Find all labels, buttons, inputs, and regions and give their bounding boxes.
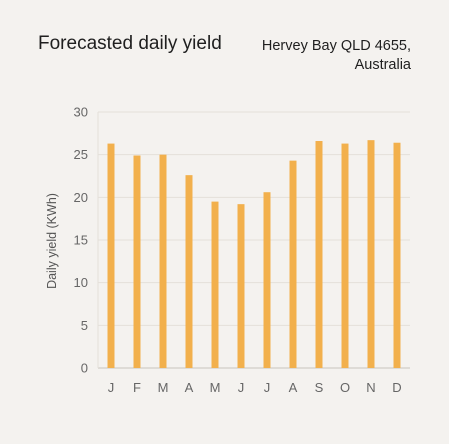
bar-0 [107,143,115,368]
x-tick-label: J [238,380,245,395]
location-line-1: Hervey Bay QLD 4655, [261,38,411,54]
bar-1 [133,155,141,368]
x-tick-label: M [210,380,221,395]
bar-3 [185,175,193,368]
x-tick-label: A [185,380,194,395]
y-tick-label: 25 [74,147,88,162]
y-tick-label: 30 [74,105,88,120]
bar-6 [263,192,271,368]
bar-8 [315,141,323,368]
x-tick-label: D [392,380,401,395]
y-tick-label: 0 [81,361,88,376]
x-tick-label: S [315,380,324,395]
x-tick-label: N [366,380,375,395]
y-tick-label: 5 [81,318,88,333]
x-tick-label: M [158,380,169,395]
y-tick-labels: 0 5 10 15 20 25 30 [74,105,88,376]
location-line-2: Australia [354,57,411,73]
location-label: Hervey Bay QLD 4655, Australia [211,37,411,75]
bar-layer [107,140,401,368]
grid-layer [97,111,410,369]
x-tick-label: F [133,380,141,395]
bar-10 [367,140,375,368]
y-tick-label: 15 [74,233,88,248]
x-tick-label: O [340,380,350,395]
chart-title: Forecasted daily yield [38,33,222,54]
y-tick-label: 10 [74,275,88,290]
bar-2 [159,154,167,368]
x-tick-label: J [108,380,115,395]
bar-7 [289,160,297,368]
bar-5 [237,204,245,368]
y-tick-label: 20 [74,190,88,205]
y-axis-label: Daily yield (KWh) [45,193,59,289]
bar-11 [393,142,401,368]
x-tick-label: A [289,380,298,395]
bar-4 [211,201,219,368]
bar-9 [341,143,349,368]
x-tick-label: J [264,380,271,395]
